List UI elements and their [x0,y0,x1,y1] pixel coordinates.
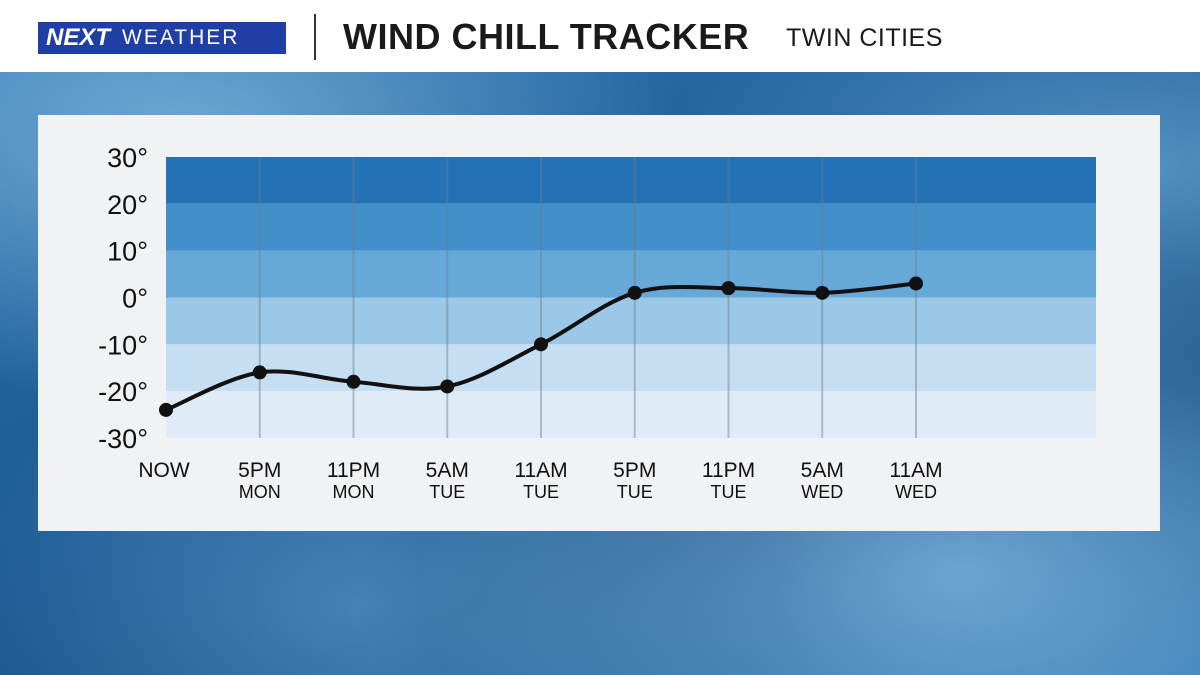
temperature-band-0 [166,157,1096,204]
x-tick-time: 5PM [238,459,281,482]
page-title: WIND CHILL TRACKER [343,16,750,57]
logo-next-text: NEXT [46,24,111,51]
x-tick-time: 11AM [514,459,567,482]
data-point-0 [159,402,173,417]
y-tick-label: -20° [98,377,148,407]
x-tick-time: 11AM [889,459,942,482]
x-tick-day: TUE [523,482,559,502]
x-tick-time: 5AM [801,459,844,482]
x-tick-day: WED [895,482,937,502]
header-divider [314,14,316,60]
location-label: TWIN CITIES [786,24,943,52]
temperature-band-4 [166,344,1096,392]
data-point-1 [252,365,267,380]
x-tick-day: TUE [711,482,747,502]
y-tick-label: -10° [98,330,148,360]
next-weather-logo: NEXT WEATHER [38,22,286,54]
temperature-band-1 [166,203,1096,251]
data-point-6 [721,281,736,296]
y-tick-label: 20° [107,190,148,220]
y-tick-label: -30° [98,424,148,454]
y-tick-label: 10° [107,237,148,267]
x-tick-time: NOW [138,459,190,482]
x-tick-day: MON [333,482,375,502]
data-point-2 [346,374,361,389]
x-tick-time: 11PM [327,459,380,482]
data-point-7 [815,285,830,300]
data-point-4 [534,337,548,352]
data-point-8 [909,276,923,291]
x-tick-day: TUE [429,482,465,502]
x-tick-time: 5AM [426,459,469,482]
x-tick-day: TUE [617,482,653,502]
logo-weather-text: WEATHER [122,26,240,49]
header-bar: NEXT WEATHER WIND CHILL TRACKER TWIN CIT… [0,0,1200,72]
x-tick-day: WED [801,482,843,502]
y-tick-label: 0° [122,284,148,314]
x-tick-day: MON [239,482,281,502]
x-tick-time: 5PM [613,459,656,482]
temperature-band-5 [166,391,1096,438]
temperature-band-3 [166,297,1096,345]
data-point-5 [627,285,642,300]
data-point-3 [440,379,455,394]
x-tick-time: 11PM [702,459,755,482]
y-tick-label: 30° [107,143,148,173]
